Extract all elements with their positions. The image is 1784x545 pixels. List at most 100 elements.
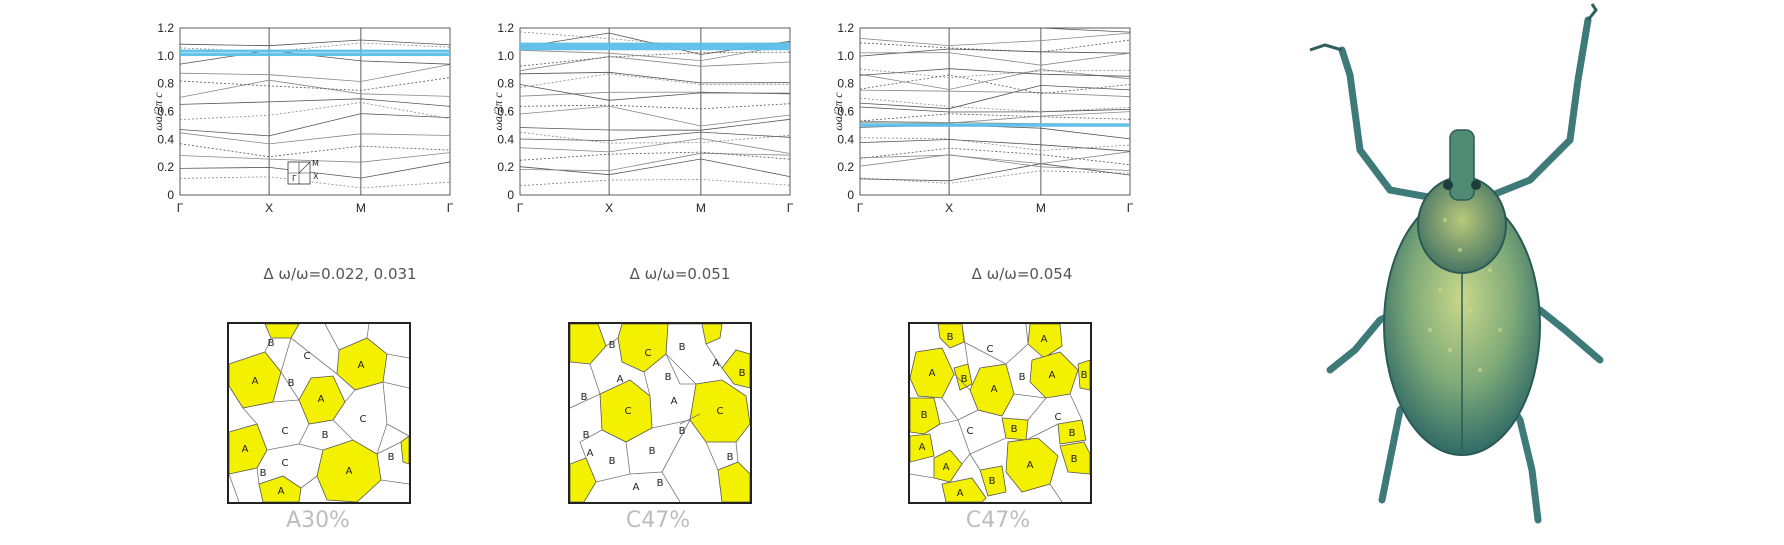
- weevil-illustration: [1309, 3, 1604, 524]
- band-line: [179, 39, 451, 47]
- cell-a: [1027, 323, 1063, 359]
- y-tick-label: 1.0: [497, 49, 514, 63]
- cell-label: A: [957, 488, 964, 499]
- y-axis-label: ωa/2π c: [831, 92, 845, 131]
- cell-a: [228, 423, 268, 475]
- x-tick-label: Γ: [447, 201, 454, 215]
- y-tick-label: 0.2: [157, 160, 174, 174]
- weevil-antennae: [1309, 3, 1598, 52]
- cell-a: [721, 349, 751, 389]
- band-line: [519, 118, 791, 131]
- gap-label-1: Δ ω/ω=0.022, 0.031: [263, 265, 417, 283]
- cell-label: B: [581, 392, 588, 403]
- y-axis-label: ωa/2π c: [491, 92, 505, 131]
- band-line: [179, 102, 451, 120]
- inset-label: X: [313, 172, 319, 181]
- band-line: [859, 97, 1131, 113]
- cell-label: B: [1069, 428, 1076, 439]
- x-tick-label: X: [945, 201, 953, 215]
- cell-label: A: [943, 462, 950, 473]
- plot-frame: [179, 27, 451, 196]
- cell-label: B: [260, 468, 267, 479]
- inset-label: Γ: [292, 174, 297, 183]
- cell-a: [937, 323, 965, 349]
- y-tick-label: 0.2: [497, 160, 514, 174]
- cell-label: A: [633, 482, 640, 493]
- cell-label: A: [991, 384, 998, 395]
- cell-b: [909, 433, 935, 463]
- x-tick-label: Γ: [517, 201, 524, 215]
- cell-label: C: [717, 406, 724, 417]
- cell-label: C: [282, 458, 289, 469]
- band-line: [519, 31, 791, 48]
- weevil-photo: [1270, 0, 1650, 540]
- x-tick-label: Γ: [787, 201, 794, 215]
- y-tick-label: 0.4: [497, 132, 514, 146]
- cell-a: [717, 461, 751, 503]
- band-line: [859, 39, 1131, 53]
- gap-label-2: Δ ω/ω=0.051: [629, 265, 731, 283]
- band-line: [859, 111, 1131, 124]
- band-line: [179, 50, 451, 65]
- band-line: [179, 143, 451, 158]
- band-line: [179, 132, 451, 145]
- cell-label: A: [1041, 334, 1048, 345]
- cell-label: A: [358, 360, 365, 371]
- band-line: [179, 161, 451, 179]
- band-line: [859, 89, 1131, 98]
- cell-label: B: [609, 456, 616, 467]
- cell-label: B: [739, 368, 746, 379]
- band-line: [859, 68, 1131, 79]
- cell-a: [569, 323, 607, 365]
- tessellation-2-svg: B C B A B A B A B C C B B A B B A B B: [569, 323, 751, 503]
- band-line: [519, 51, 791, 67]
- band-line: [519, 71, 791, 84]
- cell-label: C: [967, 426, 974, 437]
- band-line: [859, 84, 1131, 110]
- band-line: [859, 151, 1131, 165]
- y-tick-label: 1.2: [157, 21, 174, 35]
- tessellation-caption-1: A30%: [286, 508, 350, 533]
- y-tick-label: 0.2: [837, 160, 854, 174]
- band-line: [859, 68, 1131, 77]
- tessellation-3: B A B C A A B A B B C B C B A A A B A B: [908, 322, 1092, 504]
- gap-label-3: Δ ω/ω=0.054: [971, 265, 1073, 283]
- cell-a: [569, 457, 597, 503]
- y-tick-label: 1.2: [837, 21, 854, 35]
- x-tick-label: Γ: [857, 201, 864, 215]
- band-line: [179, 98, 451, 107]
- cell-label: A: [587, 448, 594, 459]
- cell-label: B: [1011, 424, 1018, 435]
- cell-a: [689, 379, 751, 443]
- x-tick-label: M: [696, 201, 706, 215]
- y-tick-label: 0.8: [497, 77, 514, 91]
- cell-label: B: [961, 374, 968, 385]
- band-line: [519, 178, 791, 187]
- tessellation-1-svg: B C A A A B C B C A B C A B A: [228, 323, 410, 503]
- y-tick-label: 0.4: [157, 132, 174, 146]
- band-line: [859, 106, 1131, 113]
- cell-label: A: [617, 374, 624, 385]
- cell-label: B: [388, 452, 395, 463]
- y-tick-label: 0.6: [837, 105, 854, 119]
- cell-label: B: [921, 410, 928, 421]
- cell-label: C: [282, 426, 289, 437]
- band-line: [179, 176, 451, 189]
- band-line: [519, 44, 791, 62]
- band-line: [519, 138, 791, 154]
- band-line: [859, 52, 1131, 66]
- cell-label: B: [609, 340, 616, 351]
- cell-label: B: [583, 430, 590, 441]
- cell-a: [617, 323, 669, 373]
- cell-label: A: [1049, 370, 1056, 381]
- x-tick-label: X: [605, 201, 613, 215]
- band-line: [519, 105, 791, 127]
- cell-label: B: [649, 446, 656, 457]
- band-svg-3: 0 0.2 0.4 0.6 0.8 1.0 1.2 Γ X M Γωa/2π c: [831, 21, 1134, 215]
- y-tick-label: 1.0: [837, 49, 854, 63]
- cell-label: C: [1055, 412, 1062, 423]
- cell-label: A: [242, 444, 249, 455]
- cell-b: [953, 363, 973, 391]
